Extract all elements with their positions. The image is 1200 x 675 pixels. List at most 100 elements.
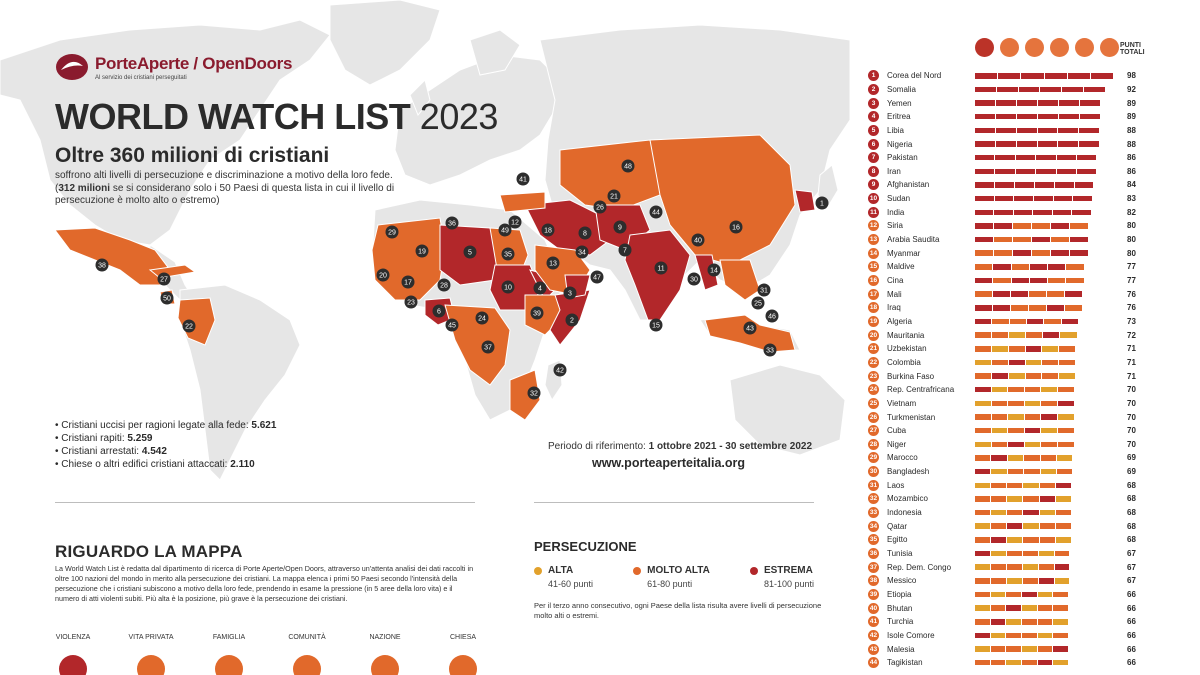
score-segment — [991, 482, 1007, 489]
world-map: 1234567891011121314151617181920212223242… — [0, 0, 850, 481]
table-row: 23 Burkina Faso 71 — [868, 369, 1136, 383]
score-segment — [975, 223, 993, 229]
marker-dot — [613, 220, 627, 234]
score-segment — [993, 264, 1011, 270]
marker-dot — [649, 205, 663, 219]
marker-label: 20 — [379, 273, 387, 280]
score-segment — [1059, 359, 1076, 366]
country-points: 72 — [1127, 330, 1136, 340]
rank-badge: 21 — [868, 343, 879, 355]
marker-dot — [751, 296, 765, 310]
score-segment — [1016, 141, 1037, 147]
rank-badge: 29 — [868, 452, 879, 464]
logo-subtitle: Al servizio dei cristiani perseguitati — [95, 74, 187, 81]
score-segment — [1041, 441, 1058, 448]
score-segment — [1040, 468, 1056, 475]
score-segment — [1016, 127, 1037, 134]
country-points: 80 — [1127, 235, 1136, 245]
country-points: 70 — [1127, 412, 1136, 422]
score-segment — [1047, 291, 1065, 297]
marker-dot — [578, 226, 592, 240]
legend-extreme: ESTREMA 81-100 punti — [749, 565, 814, 589]
score-segment — [1055, 496, 1071, 502]
violence-icon — [59, 655, 87, 675]
score-segment — [1024, 427, 1041, 434]
score-bar — [975, 73, 1114, 79]
marker-label: 13 — [549, 261, 557, 268]
map-marker: 15 — [649, 318, 663, 332]
map-marker: 39 — [530, 306, 544, 320]
score-segment — [975, 141, 995, 147]
country-name: Iran — [887, 166, 901, 176]
table-row: 6 Nigeria 88 — [868, 137, 1136, 151]
stat-killed: Cristiani uccisi per ragioni legate alla… — [55, 419, 276, 432]
score-bar — [975, 223, 1088, 229]
marker-label: 30 — [690, 277, 698, 284]
reference-period: Periodo di riferimento: 1 ottobre 2021 -… — [548, 441, 813, 452]
score-segment — [1012, 250, 1031, 256]
table-row: 3 Yemen 89 — [868, 96, 1136, 110]
score-segment — [1067, 73, 1091, 79]
score-segment — [1038, 578, 1054, 584]
table-row: 35 Egitto 68 — [868, 533, 1136, 547]
score-segment — [1042, 373, 1059, 379]
map-markers: 1234567891011121314151617181920212223242… — [95, 159, 829, 400]
score-segment — [1036, 168, 1056, 175]
rank-badge: 15 — [868, 261, 879, 273]
score-segment — [1007, 482, 1023, 489]
rank-badge: 18 — [868, 302, 879, 314]
score-segment — [1007, 509, 1023, 516]
marker-dot — [498, 223, 512, 237]
country-points: 76 — [1127, 289, 1136, 299]
rank-badge: 24 — [868, 384, 879, 396]
map-marker: 3 — [563, 286, 577, 300]
score-segment — [1039, 496, 1055, 502]
rank-badge: 37 — [868, 561, 879, 573]
table-row: 29 Marocco 69 — [868, 451, 1136, 465]
score-segment — [1062, 86, 1083, 93]
country-name: Mauritania — [887, 330, 925, 340]
map-marker: 48 — [621, 159, 635, 173]
map-marker: 42 — [553, 363, 567, 377]
map-marker: 43 — [743, 321, 757, 335]
score-segment — [1023, 523, 1039, 529]
table-row: 14 Myanmar 80 — [868, 246, 1136, 260]
country-points: 66 — [1127, 617, 1136, 627]
marker-dot — [649, 318, 663, 332]
map-marker: 2 — [565, 313, 579, 327]
score-segment — [1037, 605, 1053, 611]
marker-label: 48 — [624, 164, 632, 171]
marker-dot — [765, 309, 779, 323]
score-segment — [991, 537, 1007, 543]
marker-label: 45 — [448, 323, 456, 330]
map-marker: 28 — [437, 278, 451, 292]
marker-dot — [530, 306, 544, 320]
score-segment — [1074, 182, 1094, 188]
map-marker: 36 — [445, 216, 459, 230]
score-segment — [975, 373, 991, 379]
country-name: Sudan — [887, 194, 911, 204]
map-marker: 46 — [765, 309, 779, 323]
map-marker: 27 — [157, 272, 171, 286]
website-link[interactable]: www.porteaperteitalia.org — [592, 456, 746, 470]
score-segment — [995, 154, 1015, 161]
divider-left — [55, 502, 475, 503]
table-row: 34 Qatar 68 — [868, 519, 1136, 533]
country-name: Uzbekistan — [887, 344, 927, 354]
table-row: 12 Siria 80 — [868, 219, 1136, 233]
score-segment — [998, 73, 1021, 79]
family-icon — [1025, 38, 1044, 57]
country-name: Turkmenistan — [887, 412, 936, 422]
marker-dot — [815, 196, 829, 210]
family-icon — [215, 655, 243, 675]
rank-badge: 33 — [868, 507, 879, 519]
score-segment — [1023, 496, 1039, 502]
marker-dot — [593, 200, 607, 214]
country-name: Rep. Dem. Congo — [887, 562, 952, 572]
country-name: Etiopia — [887, 589, 912, 599]
country-points: 77 — [1127, 276, 1136, 286]
score-segment — [975, 277, 993, 284]
private-life-icon — [137, 655, 165, 675]
country-points: 66 — [1127, 630, 1136, 640]
country-name: Colombia — [887, 357, 921, 367]
